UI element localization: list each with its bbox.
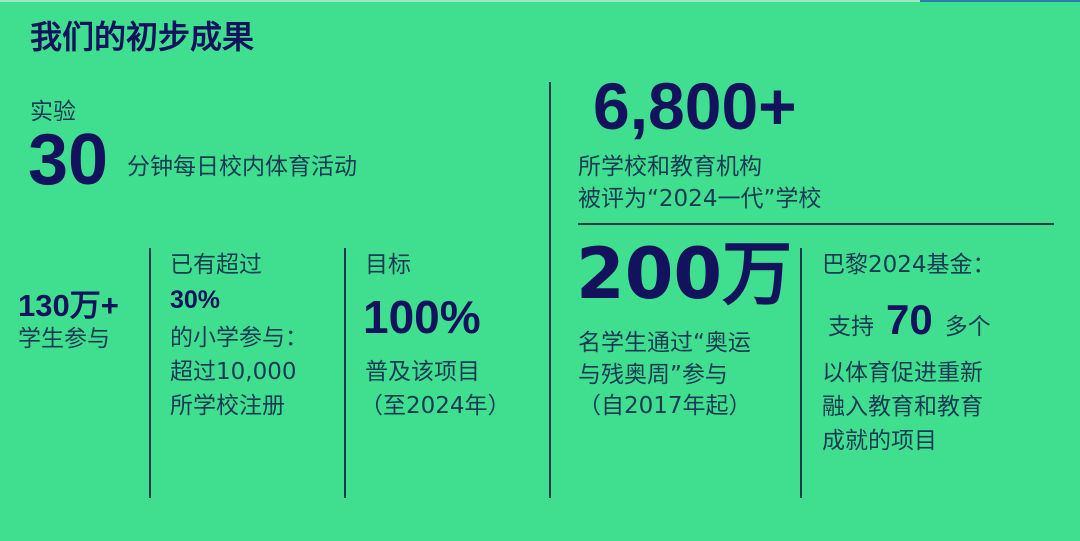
top-border [0,0,1080,2]
week-line: （自2017年起） [578,393,752,419]
goal-number: 100% [363,291,481,343]
primary-number: 30% [170,286,221,314]
schools-line: 被评为“2024一代”学校 [578,186,822,212]
primary-intro: 已有超过 [170,252,262,278]
divider [800,248,802,498]
primary-line: 所学校注册 [170,393,285,419]
fund-line: 融入教育和教育 [822,394,983,420]
fund-prefix: 支持 [828,314,874,340]
fund-number: 70 [886,296,933,343]
schools-number: 6,800+ [593,69,797,143]
fund-line: 成就的项目 [822,428,937,454]
schools-line: 所学校和教育机构 [578,154,762,180]
students-desc: 学生参与 [18,326,110,352]
primary-line: 超过10,000 [170,359,297,385]
fund-support-row: 支持 70 多个 [828,296,991,344]
primary-line: 的小学参与： [170,325,308,351]
page-title: 我们的初步成果 [30,18,255,56]
fund-line: 以体育促进重新 [822,360,983,386]
pilot-label: 实验 [30,99,76,125]
fund-label: 巴黎2024基金： [822,252,996,278]
divider [149,248,151,498]
week-number: 200万 [576,233,793,315]
top-accent-line [920,0,1080,2]
students-number: 130万+ [18,288,119,323]
week-line: 与残奥周”参与 [578,362,728,388]
pilot-desc: 分钟每日校内体育活动 [127,154,357,180]
fund-suffix: 多个 [944,314,991,340]
pilot-number: 30 [28,120,109,200]
divider [549,82,551,498]
divider [344,248,346,498]
goal-line: （至2024年） [360,393,511,419]
week-line: 名学生通过“奥运 [578,330,751,356]
goal-line: 普及该项目 [365,359,480,385]
goal-label: 目标 [365,252,411,278]
divider-horizontal [578,223,1054,225]
